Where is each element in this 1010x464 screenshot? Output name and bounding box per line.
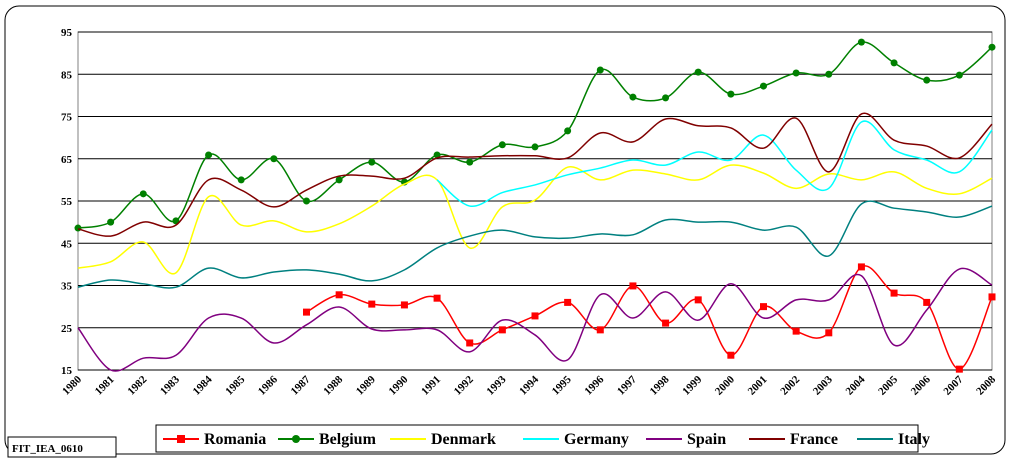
y-tick-label: 45 [61, 238, 73, 250]
marker [792, 69, 800, 77]
legend-marker [292, 435, 300, 443]
marker [727, 90, 735, 98]
y-tick-label: 35 [61, 281, 73, 293]
legend-label: Germany [564, 431, 629, 448]
marker [694, 68, 702, 76]
marker [564, 127, 572, 135]
marker [466, 158, 474, 166]
marker [270, 155, 278, 163]
series-line [77, 164, 993, 275]
marker [955, 71, 963, 79]
marker [303, 197, 310, 205]
series-line [77, 200, 993, 289]
marker [564, 298, 572, 306]
footnote-box [7, 436, 117, 458]
legend-label: France [790, 431, 838, 448]
marker [923, 298, 931, 306]
y-tick-label: 85 [61, 69, 73, 81]
marker [335, 291, 343, 299]
marker [74, 224, 82, 232]
y-tick-label: 95 [61, 27, 73, 39]
legend-label: Italy [898, 431, 930, 448]
marker [727, 351, 735, 359]
marker [694, 296, 702, 304]
series-line [77, 112, 993, 237]
y-tick-label: 65 [61, 154, 73, 166]
marker [433, 294, 441, 302]
marker [498, 326, 506, 334]
marker [531, 312, 539, 320]
marker [335, 176, 343, 184]
y-tick-label: 55 [61, 196, 73, 208]
legend-label: Spain [687, 431, 726, 448]
marker [825, 70, 833, 78]
series-line [436, 120, 993, 207]
marker [662, 319, 670, 327]
legend-label: Romania [204, 431, 266, 448]
marker [825, 329, 833, 337]
marker [237, 176, 245, 184]
marker [890, 59, 898, 67]
marker [988, 293, 996, 301]
marker [629, 282, 637, 290]
marker [890, 289, 898, 297]
marker [368, 158, 376, 166]
marker [760, 82, 767, 90]
marker [368, 300, 376, 308]
y-tick-label: 15 [61, 365, 73, 377]
marker [857, 38, 865, 46]
marker [792, 327, 800, 335]
marker [498, 141, 506, 149]
marker [466, 339, 474, 347]
marker [400, 301, 408, 309]
marker [760, 303, 767, 311]
marker [629, 93, 637, 101]
footnote: FIT_IEA_0610 [12, 443, 83, 455]
legend-marker [177, 435, 185, 443]
marker [596, 326, 604, 334]
marker [139, 190, 147, 198]
series-line [77, 267, 993, 372]
marker [923, 76, 931, 84]
y-tick-label: 25 [61, 323, 73, 335]
marker [955, 365, 963, 373]
marker [303, 308, 310, 316]
marker [107, 218, 115, 226]
marker [857, 263, 865, 271]
marker [531, 143, 539, 151]
y-tick-label: 75 [61, 112, 73, 124]
marker [988, 43, 996, 51]
marker [596, 66, 604, 74]
legend-label: Belgium [319, 431, 377, 448]
marker [205, 151, 213, 159]
marker [662, 94, 670, 102]
marker [172, 217, 180, 225]
legend-label: Denmark [431, 431, 496, 448]
